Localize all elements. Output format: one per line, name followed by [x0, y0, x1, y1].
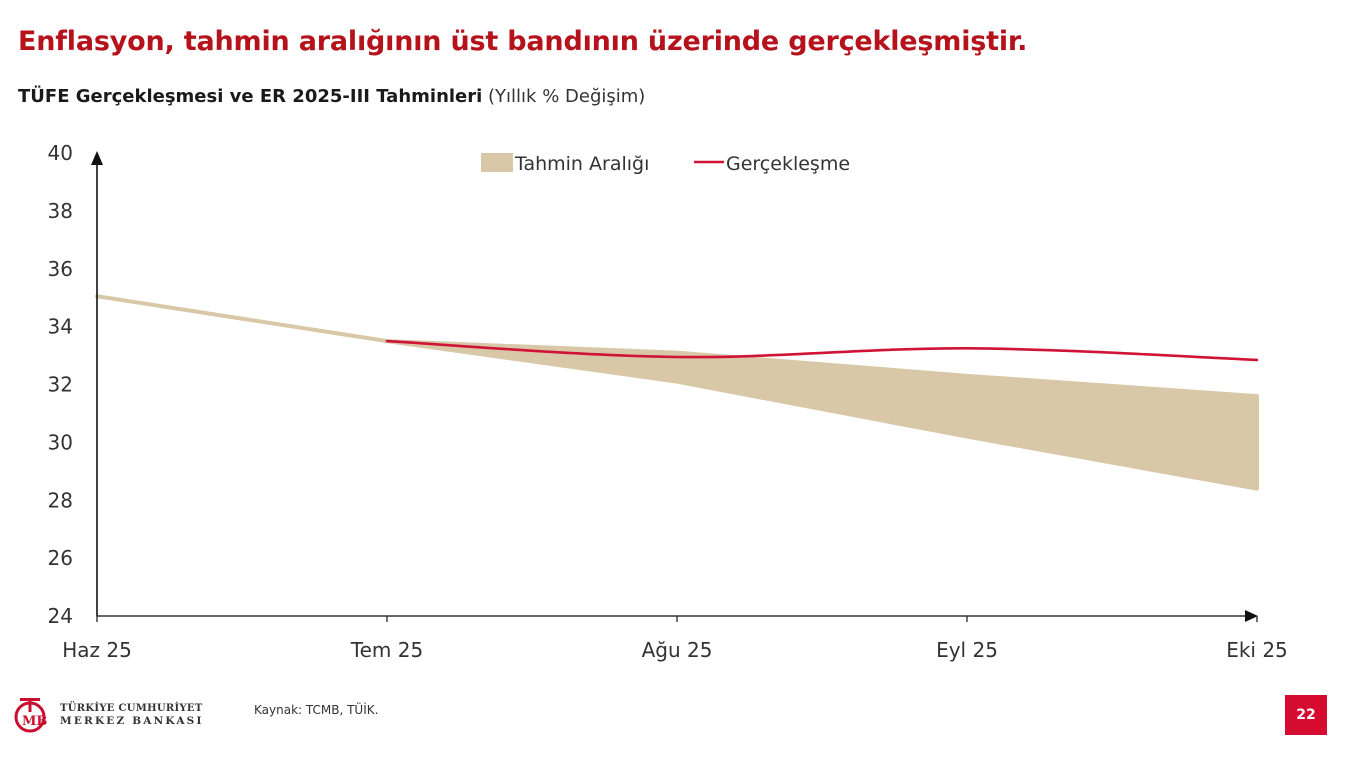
y-tick-label: 26	[48, 546, 73, 570]
actual-line	[385, 339, 1259, 362]
chart-area: 24 26 28 30 32 34 36 38 40 Haz 25 Tem 25 Ağu 25 Eyl…	[48, 141, 1288, 662]
tcmb-logo: MB TÜRKİYE CUMHURİYET MERKEZ BANKASI	[10, 695, 204, 735]
x-tick-label: Haz 25	[62, 638, 132, 662]
page-number-badge: 22	[1285, 695, 1327, 735]
x-tick-label: Eyl 25	[936, 638, 998, 662]
y-axis-ticks: 24 26 28 30 32 34 36 38 40	[48, 141, 73, 628]
axes	[91, 151, 1258, 622]
forecast-band	[95, 294, 1259, 491]
y-tick-label: 38	[48, 199, 73, 223]
chart-title: TÜFE Gerçekleşmesi ve ER 2025-III Tahmin…	[18, 86, 645, 107]
y-tick-label: 36	[48, 257, 73, 281]
x-axis-ticks: Haz 25 Tem 25 Ağu 25 Eyl 25 Eki 25	[62, 616, 1288, 662]
legend: Tahmin Aralığı Gerçekleşme	[481, 153, 850, 175]
chart-title-main: TÜFE Gerçekleşmesi ve ER 2025-III Tahmin…	[18, 86, 483, 107]
logo-line1: TÜRKİYE CUMHURİYET	[60, 703, 203, 714]
y-tick-label: 32	[48, 373, 73, 397]
x-tick-label: Eki 25	[1226, 638, 1288, 662]
tcmb-emblem-icon: MB	[14, 698, 47, 733]
y-tick-label: 30	[48, 430, 73, 454]
x-tick-label: Ağu 25	[642, 638, 713, 662]
x-tick-label: Tem 25	[350, 638, 423, 662]
y-tick-label: 40	[48, 141, 73, 165]
slide-title: Enflasyon, tahmin aralığının üst bandını…	[18, 26, 1028, 57]
chart-title-unit: (Yıllık % Değişim)	[482, 86, 646, 107]
legend-label-band: Tahmin Aralığı	[514, 153, 649, 175]
legend-swatch-band	[481, 153, 513, 172]
y-tick-label: 34	[48, 315, 73, 339]
legend-label-line: Gerçekleşme	[726, 153, 850, 175]
y-tick-label: 28	[48, 488, 73, 512]
svg-text:MB: MB	[22, 714, 47, 729]
logo-line2: MERKEZ BANKASI	[60, 715, 204, 727]
y-tick-label: 24	[48, 604, 73, 628]
source-note: Kaynak: TCMB, TÜİK.	[254, 703, 379, 717]
